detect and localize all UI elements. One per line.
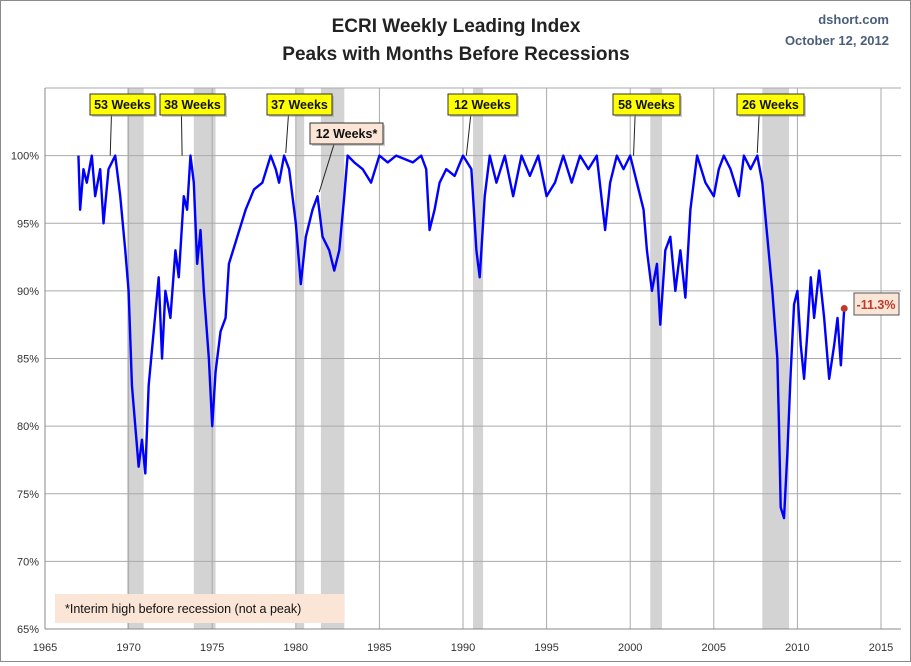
x-tick-label: 1990: [451, 642, 475, 654]
annotation-leader-line: [109, 114, 112, 156]
y-tick-label: 75%: [17, 489, 39, 501]
x-tick-label: 1970: [116, 642, 140, 654]
annotation-label: 26 Weeks: [742, 98, 799, 112]
annotation-box: [89, 93, 156, 116]
annotation-interim: 12 Weeks*: [309, 122, 385, 193]
chart-title: ECRI Weekly Leading Index: [332, 16, 581, 37]
annotation-label: 12 Weeks*: [316, 127, 378, 141]
x-tick-label: 1980: [284, 642, 308, 654]
annotation-box: [736, 93, 805, 116]
x-tick-label: 1985: [367, 642, 391, 654]
x-tick-label: 2000: [618, 642, 642, 654]
date-label: October 12, 2012: [785, 33, 889, 48]
annotation-label: 12 Weeks: [454, 98, 511, 112]
annotation-box: [612, 93, 681, 116]
annotation-peak: 38 Weeks: [159, 93, 227, 156]
annotation-leader-line: [180, 114, 183, 156]
annotation-peak: 53 Weeks: [89, 93, 157, 156]
annotation-leader-line: [756, 114, 760, 153]
annotation-peak: 58 Weeks: [612, 93, 682, 156]
annotation-box: [266, 93, 333, 116]
last-point-label: -11.3%: [857, 298, 896, 312]
annotation-box: [447, 93, 518, 116]
annotation-label: 53 Weeks: [94, 98, 151, 112]
x-tick-label: 1995: [534, 642, 558, 654]
y-tick-label: 85%: [17, 354, 39, 366]
annotation-box: [309, 122, 384, 145]
x-tick-label: 1965: [33, 642, 57, 654]
x-tick-label: 2005: [702, 642, 726, 654]
annotation-label: 38 Weeks: [164, 98, 221, 112]
annotation-peak: 37 Weeks: [266, 93, 334, 153]
last-point-label-box: [853, 292, 900, 316]
annotation-label: 58 Weeks: [618, 98, 675, 112]
annotation-leader-line: [318, 143, 335, 193]
y-tick-label: 95%: [17, 218, 39, 230]
source-label: dshort.com: [818, 12, 889, 27]
last-point-marker: [840, 304, 848, 312]
x-tick-label: 2010: [785, 642, 809, 654]
footnote-box: *Interim high before recession (not a pe…: [55, 594, 344, 623]
x-tick-label: 2015: [869, 642, 893, 654]
chart-subtitle: Peaks with Months Before Recessions: [282, 44, 629, 65]
leading-index-line: [77, 154, 846, 520]
y-tick-label: 80%: [17, 421, 39, 433]
annotation-peak: 26 Weeks: [736, 93, 806, 153]
y-tick-label: 70%: [17, 556, 39, 568]
x-tick-label: 1975: [200, 642, 224, 654]
footnote-text: *Interim high before recession (not a pe…: [65, 602, 301, 616]
annotation-peak: 12 Weeks: [447, 93, 519, 156]
annotation-leader-line: [465, 114, 472, 156]
annotation-label: 37 Weeks: [271, 98, 328, 112]
y-tick-label: 90%: [17, 286, 39, 298]
y-tick-label: 100%: [11, 151, 39, 163]
annotation-leader-line: [285, 114, 289, 153]
annotation-box: [159, 93, 226, 116]
annotation-leader-line: [633, 114, 636, 156]
y-tick-label: 65%: [17, 624, 39, 636]
